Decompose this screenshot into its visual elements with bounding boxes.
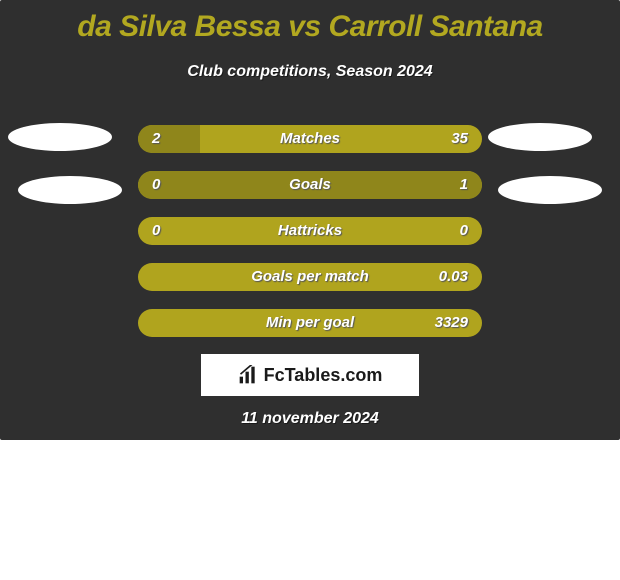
stat-value-right: 35 [451,125,468,153]
logo-text: FcTables.com [264,365,383,386]
stat-label: Min per goal [138,309,482,337]
avatar-right-2 [498,176,602,204]
bar-chart-icon [238,365,258,385]
stat-label: Hattricks [138,217,482,245]
comparison-canvas: da Silva Bessa vs Carroll Santana Club c… [0,0,620,580]
logo: FcTables.com [238,365,383,386]
date-line: 11 november 2024 [0,410,620,428]
stat-label: Goals per match [138,263,482,291]
avatar-left-1 [8,123,112,151]
stat-row-matches: 2 Matches 35 [138,125,482,153]
stat-row-min-per-goal: Min per goal 3329 [138,309,482,337]
stat-value-right: 0 [460,217,468,245]
stat-value-right: 0.03 [439,263,468,291]
stat-value-right: 1 [460,171,468,199]
stat-label: Matches [138,125,482,153]
avatar-right-1 [488,123,592,151]
stat-row-goals: 0 Goals 1 [138,171,482,199]
avatar-left-2 [18,176,122,204]
subtitle: Club competitions, Season 2024 [0,63,620,81]
stat-row-goals-per-match: Goals per match 0.03 [138,263,482,291]
logo-box: FcTables.com [201,354,419,396]
stat-label: Goals [138,171,482,199]
stat-value-right: 3329 [435,309,468,337]
stat-row-hattricks: 0 Hattricks 0 [138,217,482,245]
page-title: da Silva Bessa vs Carroll Santana [0,10,620,44]
